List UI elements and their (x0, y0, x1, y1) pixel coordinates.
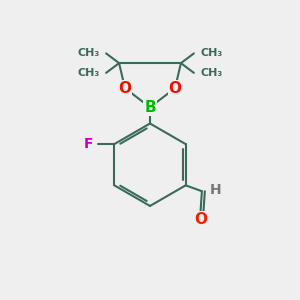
Text: H: H (209, 183, 221, 197)
Text: O: O (169, 81, 182, 96)
Text: CH₃: CH₃ (200, 68, 223, 78)
Text: O: O (194, 212, 207, 227)
Text: CH₃: CH₃ (200, 48, 223, 59)
Text: O: O (118, 81, 131, 96)
Text: CH₃: CH₃ (77, 48, 100, 59)
Text: CH₃: CH₃ (77, 68, 100, 78)
Text: B: B (144, 100, 156, 115)
Text: F: F (84, 137, 94, 151)
